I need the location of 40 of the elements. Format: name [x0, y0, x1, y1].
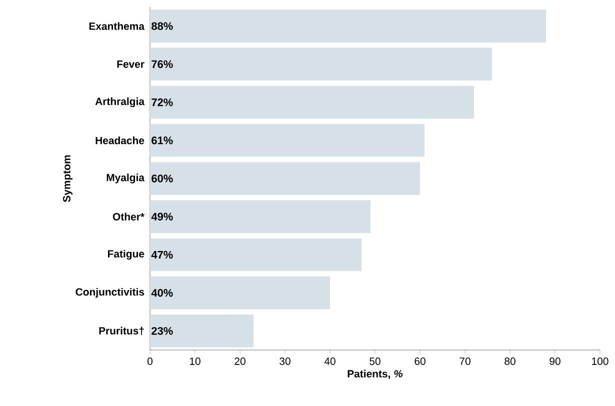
bar — [150, 124, 425, 157]
x-tick-label: 0 — [148, 358, 152, 365]
data-label: 49% — [151, 212, 173, 220]
y-tick-label: Myalgia — [106, 174, 145, 184]
x-tick-label: 20 — [234, 358, 246, 365]
y-tick-label: Conjunctivitis — [76, 288, 144, 298]
data-label: 40% — [151, 288, 173, 297]
data-label: 88% — [152, 22, 173, 30]
bar — [150, 238, 362, 272]
y-tick-label: Exanthema — [89, 22, 145, 30]
y-tick-label: Arthralgia — [95, 97, 145, 108]
x-axis-title: Patients, % — [348, 370, 403, 379]
y-axis-title: Symptom — [63, 155, 72, 202]
data-label: 72% — [152, 98, 173, 106]
y-tick-label: Other* — [112, 212, 144, 220]
x-tick-label: 10 — [190, 358, 200, 365]
bar — [150, 276, 330, 310]
x-tick-label: 70 — [460, 358, 470, 365]
data-label: 60% — [152, 174, 173, 182]
bar — [150, 314, 254, 348]
y-tick-label: Headache — [96, 136, 144, 144]
x-tick-label: 50 — [370, 358, 380, 365]
data-label: 23% — [152, 327, 173, 335]
bar — [150, 162, 420, 195]
data-label: 61% — [152, 136, 173, 144]
bar — [150, 200, 371, 234]
bar — [150, 86, 474, 119]
y-tick-label: Pruritus† — [99, 326, 144, 336]
bar — [150, 48, 492, 81]
x-tick-label: 100 — [592, 358, 608, 365]
x-tick-label: 40 — [324, 358, 336, 365]
x-tick-label: 80 — [504, 358, 516, 365]
data-label: 76% — [152, 60, 173, 68]
x-tick-label: 90 — [550, 358, 560, 365]
x-tick-label: 30 — [280, 358, 290, 365]
x-tick-label: 60 — [414, 358, 426, 365]
y-tick-label: Fever — [117, 60, 144, 68]
data-label: 47% — [151, 250, 173, 259]
bar — [150, 10, 546, 42]
y-tick-label: Fatigue — [108, 250, 144, 260]
